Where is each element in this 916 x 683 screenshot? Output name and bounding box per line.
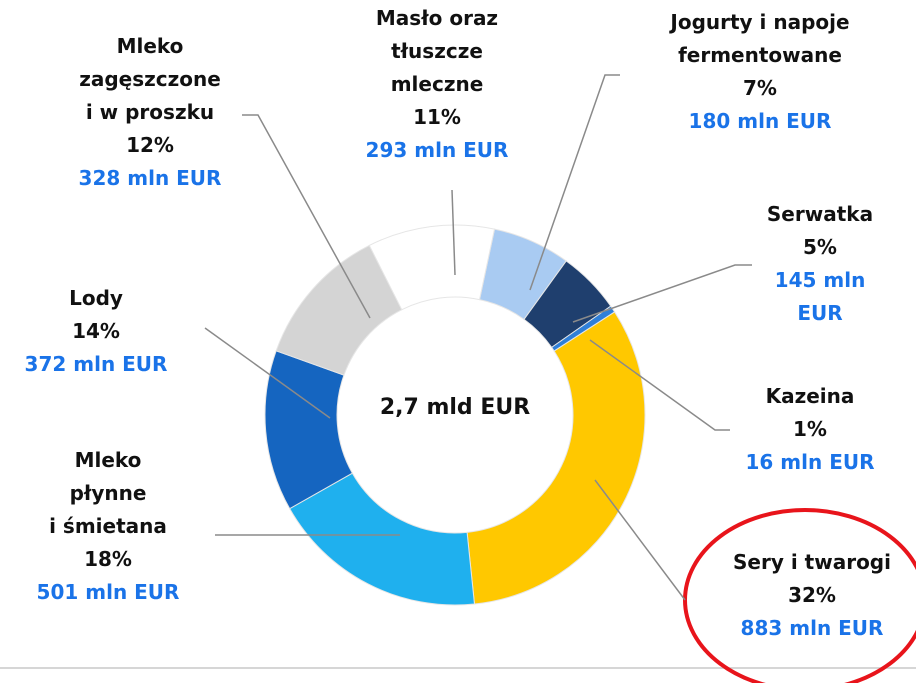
category-label: Kazeina bbox=[765, 384, 855, 408]
category-label: Jogurty i napoje fermentowane bbox=[670, 10, 850, 67]
value-label: 883 mln EUR bbox=[740, 616, 884, 640]
segment-label: Jogurty i napoje fermentowane 7% 180 mln E… bbox=[630, 6, 890, 138]
leader-line bbox=[589, 339, 730, 431]
segment-label: Lody 14% 372 mln EUR bbox=[1, 282, 191, 381]
category-label: Masło oraz tłuszcze mleczne bbox=[375, 6, 499, 96]
category-label: Sery i twarogi bbox=[733, 550, 891, 574]
percentage-label: 1% bbox=[793, 417, 827, 441]
value-label: 501 mln EUR bbox=[36, 580, 180, 604]
percentage-label: 5% bbox=[803, 235, 837, 259]
percentage-label: 32% bbox=[788, 583, 836, 607]
leader-line bbox=[242, 114, 371, 319]
percentage-label: 11% bbox=[413, 105, 461, 129]
leader-line bbox=[451, 189, 456, 276]
segment-label: Sery i twarogi 32% 883 mln EUR bbox=[712, 546, 912, 645]
leader-line bbox=[529, 74, 620, 291]
category-label: Mleko zagęszczone i w proszku bbox=[79, 34, 221, 124]
value-label: 145 mln EUR bbox=[774, 268, 866, 325]
leader-line bbox=[204, 327, 331, 419]
percentage-label: 7% bbox=[743, 76, 777, 100]
segment-label: Masło oraz tłuszcze mleczne 11% 293 mln EU… bbox=[337, 2, 537, 167]
value-label: 16 mln EUR bbox=[745, 450, 875, 474]
percentage-label: 18% bbox=[84, 547, 132, 571]
segment-label: Serwatka 5% 145 mln EUR bbox=[760, 198, 880, 330]
leader-line bbox=[594, 479, 686, 601]
donut-segment bbox=[368, 224, 496, 311]
donut-segment bbox=[466, 311, 646, 605]
segment-label: Mleko zagęszczone i w proszku 12% 328 mln … bbox=[50, 30, 250, 195]
center-label: 2,7 mld EUR bbox=[379, 395, 531, 420]
value-label: 293 mln EUR bbox=[365, 138, 509, 162]
percentage-label: 12% bbox=[126, 133, 174, 157]
percentage-label: 14% bbox=[72, 319, 120, 343]
leader-line bbox=[572, 264, 752, 323]
segment-label: Kazeina 1% 16 mln EUR bbox=[720, 380, 900, 479]
category-label: Mleko płynne i śmietana bbox=[49, 448, 167, 538]
segment-label: Mleko płynne i śmietana 18% 501 mln EUR bbox=[8, 444, 208, 609]
value-label: 372 mln EUR bbox=[24, 352, 168, 376]
value-label: 328 mln EUR bbox=[78, 166, 222, 190]
category-label: Lody bbox=[69, 286, 123, 310]
category-label: Serwatka bbox=[766, 202, 874, 226]
value-label: 180 mln EUR bbox=[688, 109, 832, 133]
